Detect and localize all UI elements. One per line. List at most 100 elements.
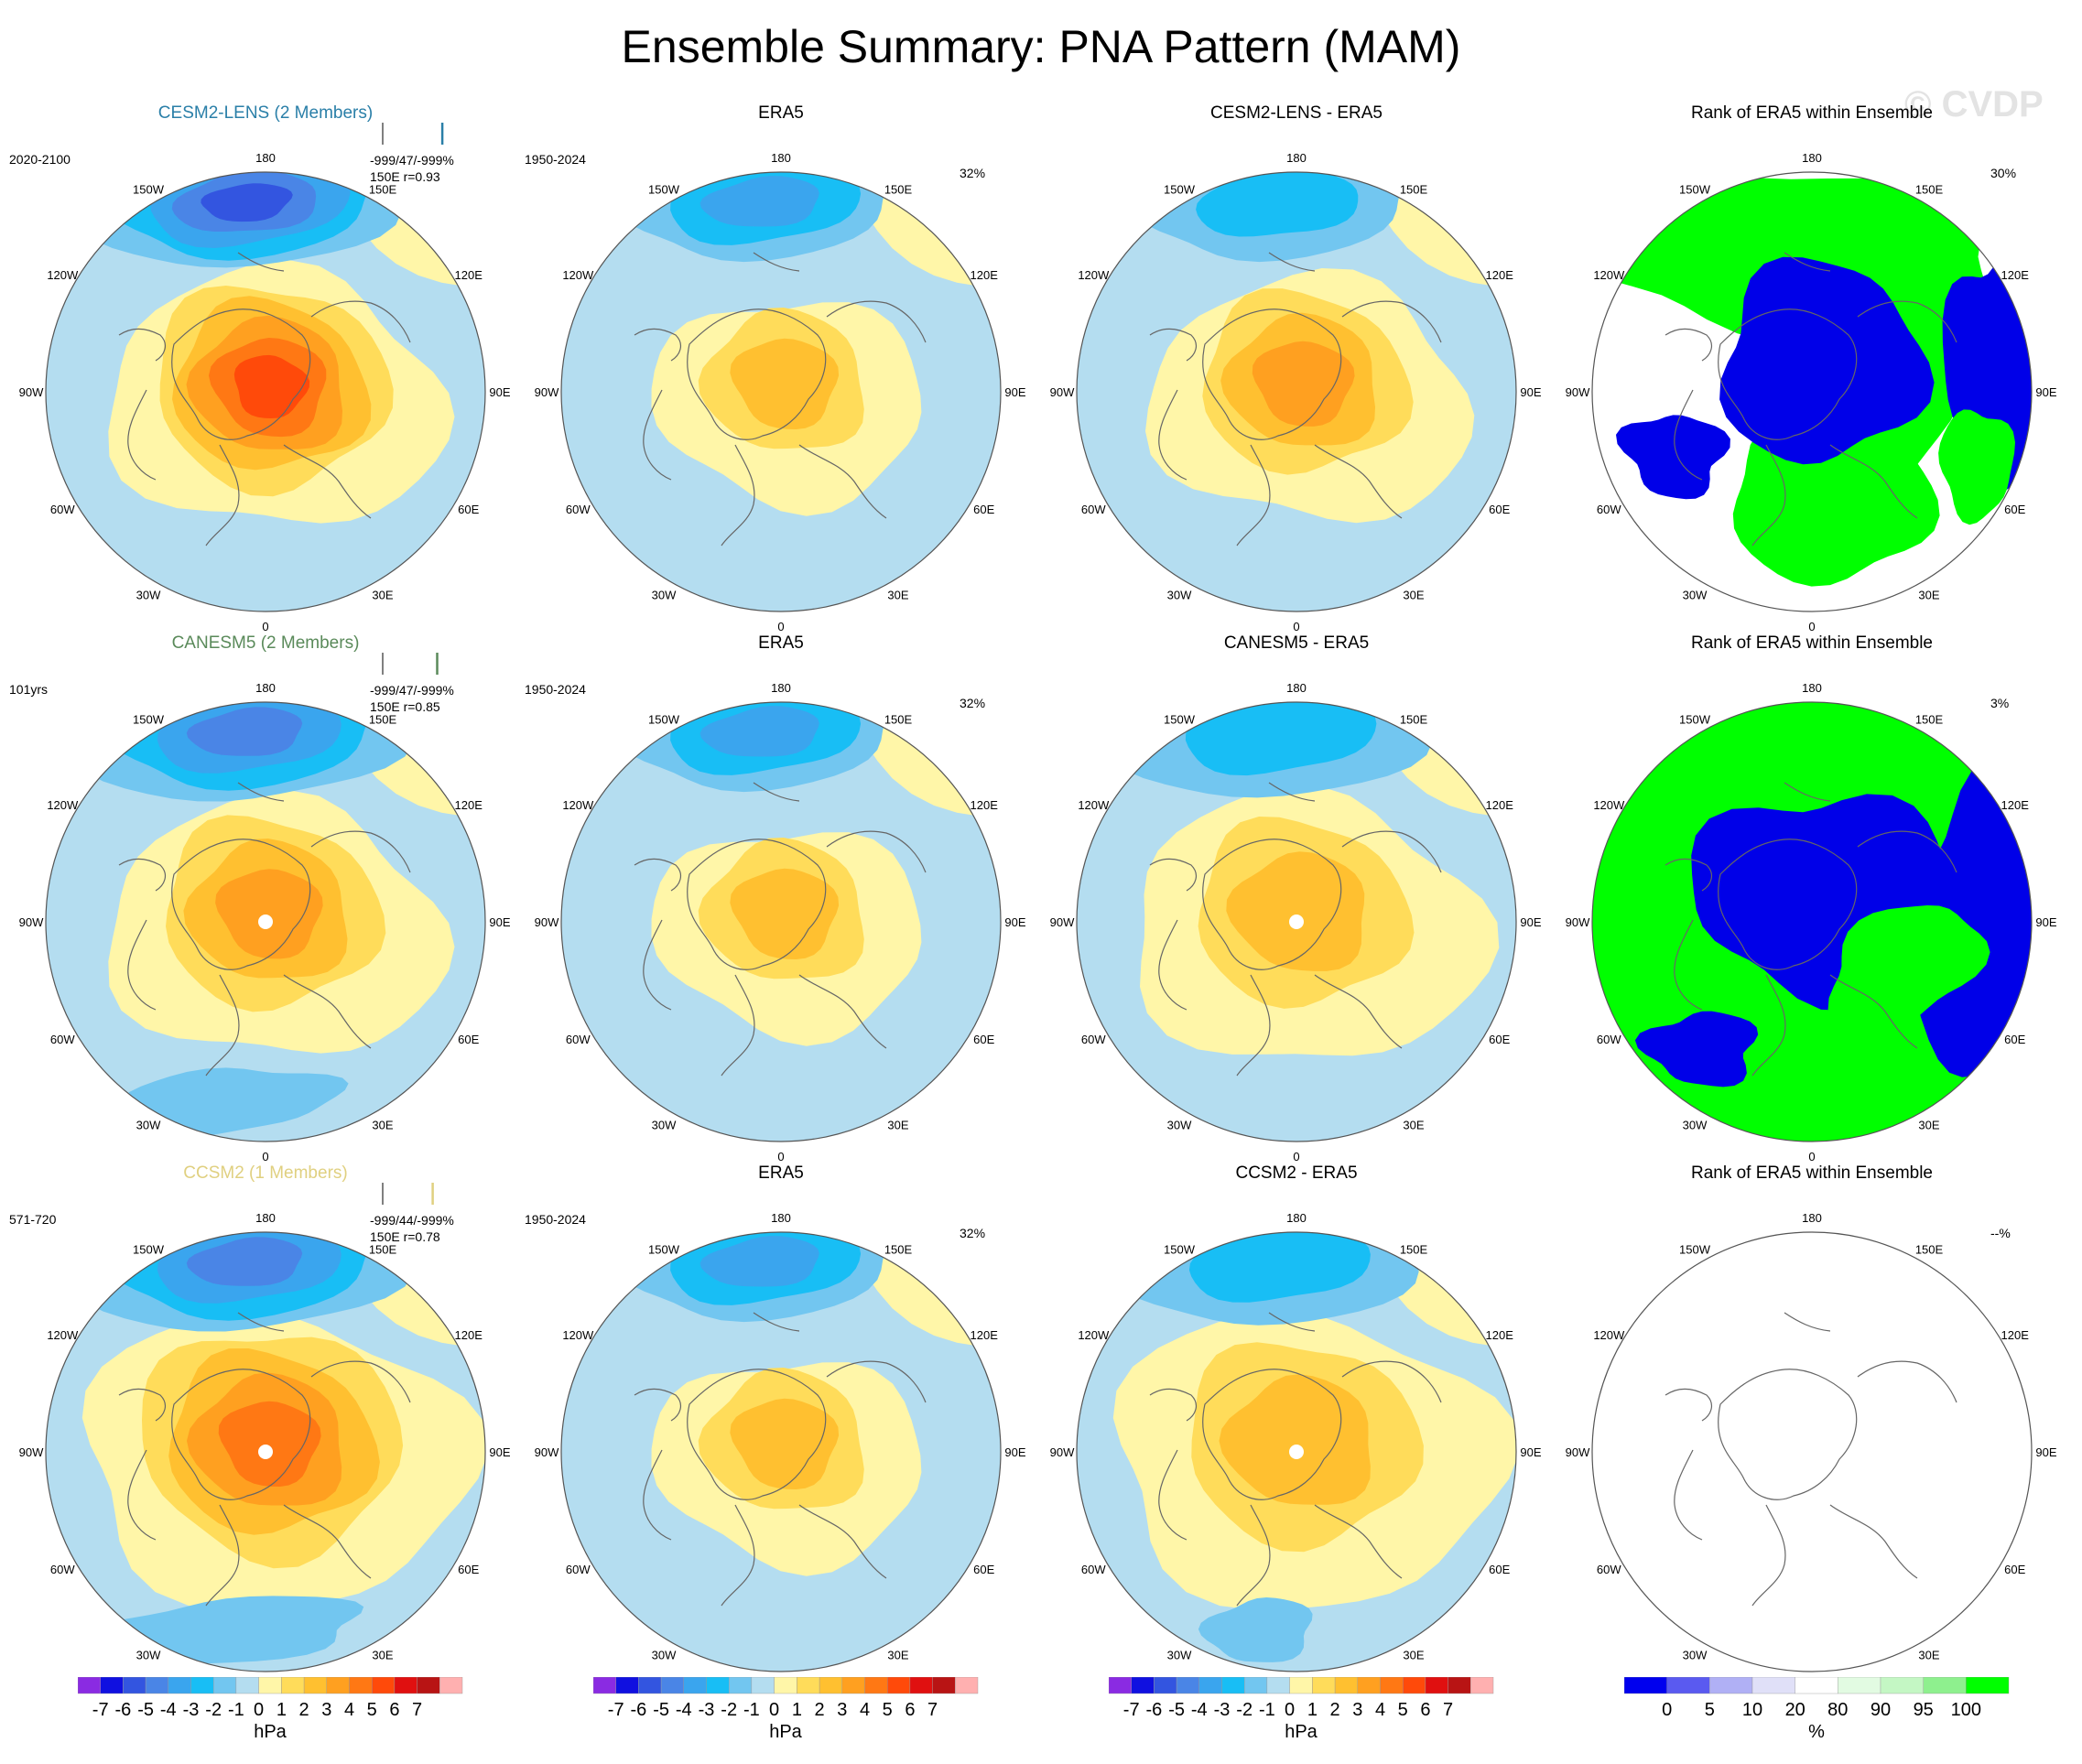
longitude-label: 90W [1050, 915, 1075, 929]
stats-label: -999/47/-999% 150E r=0.93 [370, 152, 454, 185]
coastline [171, 308, 311, 440]
map-boundary [1076, 171, 1517, 612]
colorbar-swatch [1966, 1676, 2010, 1694]
colorbar-swatch [728, 1676, 753, 1694]
longitude-label: 90W [1566, 915, 1590, 929]
coastline [1268, 1312, 1316, 1332]
colorbar-tick: 10 [1742, 1700, 1762, 1720]
longitude-label: 150W [133, 182, 165, 196]
longitude-label: 30E [1403, 1649, 1424, 1662]
colorbar-tick: 6 [905, 1700, 915, 1720]
longitude-label: 120W [1078, 1328, 1110, 1342]
longitude-label: 60W [1081, 1563, 1106, 1576]
coastline [310, 300, 411, 343]
longitude-label: 60W [1081, 1033, 1106, 1046]
longitude-label: 150W [1164, 712, 1196, 726]
colorbar-tick: 95 [1914, 1700, 1934, 1720]
colorbar-tick: 5 [367, 1700, 377, 1720]
coastline [721, 974, 755, 1077]
longitude-label: 150E [1400, 182, 1428, 196]
colorbar-swatch [212, 1676, 237, 1694]
coastline [118, 858, 167, 892]
longitude-label: 150W [648, 1242, 680, 1256]
colorbar-swatch [1623, 1676, 1667, 1694]
longitude-label: 120E [455, 798, 483, 812]
pole-marker [258, 914, 273, 929]
colorbar-swatch [1357, 1676, 1381, 1694]
colorbar-tick: -1 [228, 1700, 244, 1720]
coastline [1784, 252, 1831, 272]
colorbar-swatch [706, 1676, 730, 1694]
coastline [1268, 252, 1316, 272]
copyright-watermark: © CVDP [1904, 84, 2044, 124]
coastline [127, 919, 157, 1011]
rank-region [1634, 1011, 1759, 1088]
colorbar-tick: -2 [205, 1700, 222, 1720]
period-label: 571-720 [9, 1212, 57, 1227]
contour-region [1226, 851, 1365, 971]
colorbar-swatch [1108, 1676, 1132, 1694]
contour-region [218, 1401, 321, 1487]
longitude-label: 60E [1489, 1563, 1510, 1576]
coastline [1784, 782, 1831, 802]
colorbar-svg: -7 -6 -5 -4 -3 -2 -1 0 1 2 3 4 5 6 7 hPa [592, 1676, 979, 1742]
longitude-label: 90E [2035, 915, 2056, 929]
longitude-label: 120W [47, 798, 79, 812]
longitude-label: 180 [255, 151, 276, 165]
colorbar-swatch [1266, 1676, 1290, 1694]
coastline [1751, 444, 1786, 547]
longitude-label: 30E [887, 589, 908, 602]
percent-label: 3% [1990, 696, 2010, 710]
longitude-label: 90E [489, 1445, 510, 1459]
coastline [1718, 308, 1858, 440]
longitude-label: 30E [372, 1119, 393, 1132]
colorbar-swatch [1838, 1676, 1881, 1694]
correlation-line: 150E r=0.78 [370, 1229, 440, 1244]
period-label: 101yrs [9, 682, 49, 697]
longitude-label: 60W [1597, 503, 1621, 516]
longitude-label: 150E [1400, 1242, 1428, 1256]
colorbar-swatch [258, 1676, 282, 1694]
coastline [1751, 1504, 1786, 1607]
longitude-label: 60E [1489, 503, 1510, 516]
coastline [1149, 858, 1198, 892]
colorbar-swatch [168, 1676, 191, 1694]
coastline [1341, 830, 1442, 873]
longitude-label: 90W [535, 915, 559, 929]
longitude-label: 0 [1293, 620, 1299, 633]
colorbar-swatch [1448, 1676, 1471, 1694]
map-panel-diff: 180 150E 120E 90E 60E 30E 0 30W 60W 90W 120W 150W CA… [1040, 633, 1553, 1169]
longitude-label: 150W [133, 712, 165, 726]
colorbar-swatch [1470, 1676, 1494, 1694]
colorbar-tick: 0 [769, 1700, 779, 1720]
coastline [826, 1360, 927, 1403]
coastline [1236, 1504, 1271, 1607]
colorbar-swatch [1154, 1676, 1177, 1694]
colorbar-swatch [1923, 1676, 1967, 1694]
stats-label: -999/47/-999% 150E r=0.85 [370, 682, 454, 715]
colorbar-tick: -7 [1123, 1700, 1140, 1720]
longitude-label: 120W [562, 268, 594, 282]
colorbar-tick: -1 [1259, 1700, 1275, 1720]
coastline [1857, 1360, 1957, 1403]
colorbar-tick: 0 [254, 1700, 264, 1720]
longitude-label: 30W [1167, 1119, 1192, 1132]
colorbar-swatch [1425, 1676, 1448, 1694]
longitude-label: 120W [47, 268, 79, 282]
longitude-label: 90E [489, 385, 510, 399]
coastline [643, 1449, 672, 1541]
coastline [205, 444, 240, 547]
contour-region [699, 1236, 819, 1287]
colorbar-swatch [1221, 1676, 1245, 1694]
colorbar-tick: 3 [321, 1700, 331, 1720]
longitude-label: 90W [19, 1445, 44, 1459]
percent-label: 30% [1990, 166, 2017, 180]
map-panel-obs: 180 150E 120E 90E 60E 30E 0 30W 60W 90W 120W 150W ER… [525, 633, 1037, 1169]
longitude-label: 30W [136, 1119, 161, 1132]
longitude-label: 30W [136, 1649, 161, 1662]
colorbar-tick: 6 [389, 1700, 399, 1720]
map-panel-diff: 180 150E 120E 90E 60E 30E 0 30W 60W 90W 120W 150W CE… [1040, 103, 1553, 639]
colorbar-swatch [751, 1676, 775, 1694]
longitude-label: 60E [458, 503, 479, 516]
